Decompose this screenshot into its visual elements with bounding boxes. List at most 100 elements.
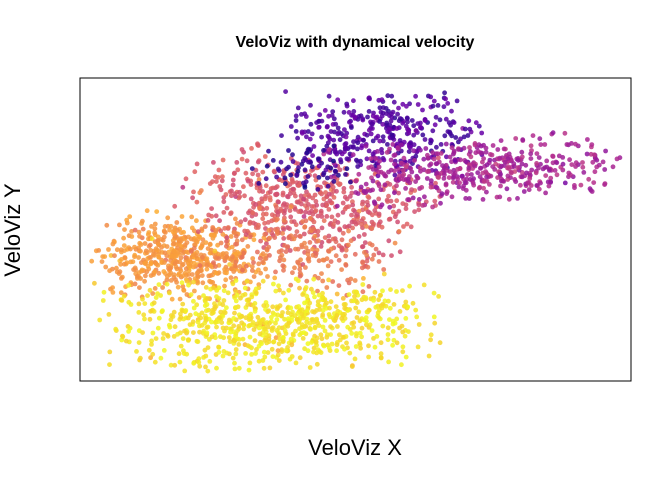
scatter-point bbox=[344, 145, 349, 151]
scatter-point bbox=[354, 289, 360, 295]
scatter-point bbox=[372, 201, 378, 207]
scatter-point bbox=[385, 332, 391, 337]
scatter-point bbox=[267, 235, 272, 241]
scatter-point bbox=[352, 219, 357, 225]
scatter-point bbox=[134, 349, 139, 354]
scatter-point bbox=[191, 360, 197, 366]
scatter-point bbox=[500, 178, 506, 184]
scatter-point bbox=[222, 283, 227, 289]
scatter-point bbox=[221, 288, 227, 294]
scatter-point bbox=[520, 137, 526, 143]
scatter-point bbox=[121, 235, 126, 241]
scatter-point bbox=[257, 255, 263, 261]
scatter-point bbox=[156, 270, 162, 276]
scatter-point bbox=[336, 257, 342, 263]
scatter-point bbox=[315, 288, 320, 294]
scatter-point bbox=[154, 209, 160, 215]
scatter-point bbox=[228, 275, 234, 281]
scatter-point bbox=[359, 334, 364, 340]
scatter-point bbox=[287, 356, 293, 362]
scatter-point bbox=[501, 146, 507, 152]
scatter-point bbox=[155, 325, 161, 331]
scatter-point bbox=[375, 310, 381, 316]
scatter-point bbox=[313, 251, 319, 256]
scatter-point bbox=[368, 188, 373, 194]
scatter-point bbox=[178, 343, 184, 349]
scatter-point bbox=[205, 246, 211, 252]
scatter-point bbox=[243, 351, 249, 356]
scatter-point bbox=[288, 204, 294, 210]
scatter-point bbox=[246, 210, 251, 216]
scatter-point bbox=[334, 342, 340, 348]
scatter-point bbox=[556, 153, 562, 159]
scatter-point bbox=[289, 176, 295, 182]
scatter-point bbox=[152, 359, 158, 365]
scatter-point bbox=[337, 227, 343, 233]
scatter-point bbox=[451, 120, 457, 125]
scatter-point bbox=[358, 345, 363, 351]
scatter-point bbox=[389, 93, 395, 99]
scatter-point bbox=[337, 137, 343, 143]
scatter-point bbox=[463, 159, 469, 165]
scatter-point bbox=[402, 333, 408, 339]
scatter-point bbox=[215, 242, 221, 248]
scatter-point bbox=[276, 332, 282, 338]
scatter-point bbox=[445, 101, 451, 106]
scatter-point bbox=[325, 332, 330, 338]
scatter-point bbox=[156, 242, 161, 247]
scatter-point bbox=[367, 96, 372, 102]
scatter-point bbox=[223, 192, 229, 197]
scatter-point bbox=[538, 142, 544, 148]
scatter-point bbox=[300, 292, 306, 297]
scatter-point bbox=[212, 248, 218, 254]
scatter-point bbox=[253, 286, 259, 292]
scatter-point bbox=[251, 274, 257, 279]
scatter-point bbox=[220, 231, 226, 237]
scatter-point bbox=[311, 349, 316, 355]
scatter-point bbox=[533, 170, 539, 176]
scatter-point bbox=[296, 183, 302, 188]
scatter-point bbox=[297, 332, 303, 338]
scatter-point bbox=[343, 253, 348, 259]
scatter-point bbox=[267, 253, 272, 258]
scatter-point bbox=[250, 256, 256, 261]
scatter-point bbox=[190, 319, 196, 325]
scatter-point bbox=[266, 148, 271, 154]
scatter-point bbox=[357, 318, 363, 324]
scatter-point bbox=[481, 156, 486, 162]
scatter-point bbox=[410, 195, 416, 201]
scatter-point bbox=[239, 320, 245, 326]
scatter-point bbox=[178, 314, 184, 320]
scatter-point bbox=[151, 300, 157, 306]
scatter-point bbox=[203, 316, 209, 321]
scatter-point bbox=[326, 207, 332, 212]
scatter-point bbox=[171, 249, 177, 255]
scatter-point bbox=[366, 354, 371, 360]
scatter-point bbox=[204, 308, 209, 314]
scatter-point bbox=[479, 150, 485, 156]
scatter-point bbox=[233, 351, 239, 357]
scatter-point bbox=[132, 254, 137, 260]
scatter-point bbox=[184, 292, 190, 297]
scatter-point bbox=[519, 149, 525, 155]
scatter-point bbox=[147, 316, 153, 322]
scatter-point bbox=[249, 294, 255, 300]
y-axis-label: VeloViz Y bbox=[0, 183, 25, 277]
scatter-point bbox=[586, 176, 592, 182]
scatter-point bbox=[457, 180, 462, 186]
scatter-point bbox=[370, 113, 376, 119]
scatter-point bbox=[382, 173, 388, 179]
scatter-point bbox=[385, 93, 391, 99]
scatter-point bbox=[259, 196, 265, 202]
scatter-point bbox=[478, 166, 483, 171]
scatter-point bbox=[303, 285, 309, 290]
scatter-point bbox=[460, 186, 466, 191]
scatter-point bbox=[580, 164, 586, 170]
scatter-point bbox=[433, 114, 439, 120]
scatter-point bbox=[204, 256, 210, 261]
scatter-point bbox=[433, 180, 438, 186]
scatter-point bbox=[386, 298, 391, 304]
scatter-point bbox=[286, 287, 292, 293]
scatter-point bbox=[100, 298, 106, 303]
scatter-point bbox=[475, 170, 481, 176]
